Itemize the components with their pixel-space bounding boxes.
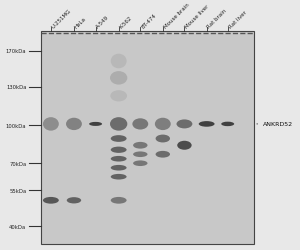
- Ellipse shape: [110, 91, 127, 102]
- Text: K-562: K-562: [119, 15, 133, 29]
- Ellipse shape: [199, 122, 214, 127]
- Ellipse shape: [67, 197, 81, 204]
- Text: 70kDa: 70kDa: [9, 161, 26, 166]
- Text: Rat liver: Rat liver: [228, 10, 247, 29]
- Ellipse shape: [111, 174, 127, 180]
- Text: 170kDa: 170kDa: [6, 49, 26, 54]
- Ellipse shape: [66, 118, 82, 130]
- Ellipse shape: [110, 118, 127, 131]
- Ellipse shape: [43, 118, 59, 131]
- Text: 100kDa: 100kDa: [6, 123, 26, 128]
- Ellipse shape: [177, 141, 192, 150]
- Text: Mouse liver: Mouse liver: [184, 4, 210, 29]
- Ellipse shape: [156, 151, 170, 158]
- Text: HeLa: HeLa: [74, 16, 87, 29]
- Ellipse shape: [89, 122, 102, 126]
- Ellipse shape: [111, 147, 127, 153]
- Ellipse shape: [132, 119, 148, 130]
- Ellipse shape: [133, 142, 148, 149]
- Ellipse shape: [111, 156, 127, 162]
- Text: Rat brain: Rat brain: [207, 8, 228, 29]
- Ellipse shape: [156, 135, 170, 143]
- Ellipse shape: [111, 197, 127, 204]
- Ellipse shape: [155, 118, 171, 130]
- Ellipse shape: [133, 161, 148, 166]
- Text: 130kDa: 130kDa: [6, 85, 26, 90]
- Bar: [41, 32, 254, 244]
- Ellipse shape: [111, 54, 127, 69]
- Text: BT-474: BT-474: [140, 12, 157, 29]
- Ellipse shape: [133, 152, 148, 158]
- Text: U-251MG: U-251MG: [51, 8, 72, 29]
- Ellipse shape: [43, 197, 59, 204]
- Ellipse shape: [111, 165, 127, 171]
- Ellipse shape: [110, 72, 127, 85]
- Text: A-549: A-549: [96, 14, 110, 29]
- Ellipse shape: [221, 122, 234, 127]
- Ellipse shape: [176, 120, 192, 129]
- Text: Mouse brain: Mouse brain: [163, 2, 190, 29]
- Ellipse shape: [111, 136, 127, 142]
- Text: ANKRD52: ANKRD52: [257, 122, 293, 127]
- Text: 40kDa: 40kDa: [9, 224, 26, 229]
- Text: 55kDa: 55kDa: [9, 188, 26, 193]
